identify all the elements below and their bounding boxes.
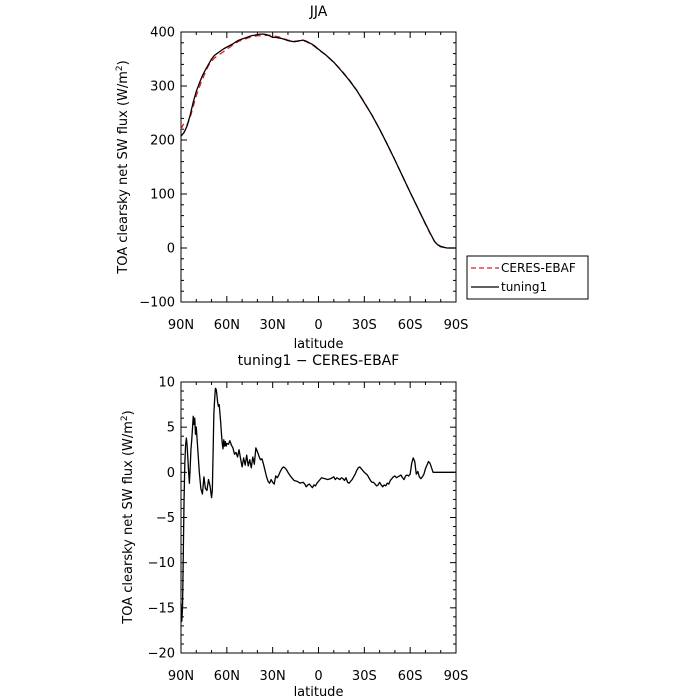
x-tick-label: 90N bbox=[168, 669, 194, 684]
x-tick-label: 30S bbox=[352, 669, 377, 684]
top-x-axis-label: latitude bbox=[294, 337, 344, 352]
series-line-ceres-ebaf bbox=[180, 34, 456, 249]
y-tick-label: −5 bbox=[156, 511, 175, 526]
y-tick-label: −20 bbox=[148, 647, 175, 662]
y-tick-label: 300 bbox=[150, 80, 175, 95]
top-chart-title: JJA bbox=[309, 4, 328, 20]
x-tick-label: 60S bbox=[398, 669, 423, 684]
x-tick-label: 90S bbox=[444, 669, 469, 684]
y-tick-label: 0 bbox=[167, 242, 175, 257]
x-tick-label: 30N bbox=[260, 318, 286, 333]
bottom-panel: tuning1 − CERES-EBAF latitude TOA clears… bbox=[120, 353, 468, 700]
legend-box bbox=[466, 255, 589, 300]
legend-label-tuning1: tuning1 bbox=[501, 280, 547, 294]
x-tick-label: 90S bbox=[444, 318, 469, 333]
x-tick-label: 60N bbox=[214, 669, 240, 684]
x-tick-label: 60N bbox=[214, 318, 240, 333]
top-panel: JJA latitude TOA clearsky net SW flux (W… bbox=[115, 4, 589, 352]
top-legend: CERES-EBAF tuning1 bbox=[466, 255, 589, 300]
y-tick-label: 0 bbox=[167, 466, 175, 481]
y-tick-label: 5 bbox=[167, 421, 175, 436]
bottom-plot-frame bbox=[180, 381, 457, 654]
y-tick-label: 10 bbox=[158, 376, 175, 391]
y-tick-label: −100 bbox=[139, 296, 175, 311]
x-tick-label: 30N bbox=[260, 669, 286, 684]
top-y-axis-label: TOA clearsky net SW flux (W/m2) bbox=[115, 60, 131, 274]
y-tick-label: 200 bbox=[150, 134, 175, 149]
y-tick-label: −15 bbox=[148, 601, 175, 616]
series-line-difference bbox=[180, 387, 456, 623]
top-plot-frame bbox=[180, 31, 457, 303]
y-tick-label: −10 bbox=[148, 556, 175, 571]
x-tick-label: 0 bbox=[314, 669, 322, 684]
x-tick-label: 30S bbox=[352, 318, 377, 333]
y-tick-label: 400 bbox=[150, 26, 175, 41]
x-tick-label: 0 bbox=[314, 318, 322, 333]
top-axis-ticks: −100 0 100 200 300 400 90N 60N 30N 0 30S 60S 90S bbox=[139, 26, 468, 334]
y-tick-label: 100 bbox=[150, 188, 175, 203]
top-series bbox=[180, 33, 456, 249]
bottom-x-axis-label: latitude bbox=[294, 685, 344, 700]
x-tick-label: 90N bbox=[168, 318, 194, 333]
x-tick-label: 60S bbox=[398, 318, 423, 333]
bottom-chart-title: tuning1 − CERES-EBAF bbox=[238, 353, 400, 369]
legend-label-ceres-ebaf: CERES-EBAF bbox=[501, 261, 576, 275]
series-line-tuning1 bbox=[180, 33, 456, 249]
bottom-axis-ticks: −20 −15 −10 −5 0 5 10 90N 60N 30N 0 30S 60S 90S bbox=[148, 376, 469, 685]
bottom-series bbox=[180, 387, 456, 623]
bottom-y-axis-label: TOA clearsky net SW flux (W/m2) bbox=[120, 410, 136, 624]
